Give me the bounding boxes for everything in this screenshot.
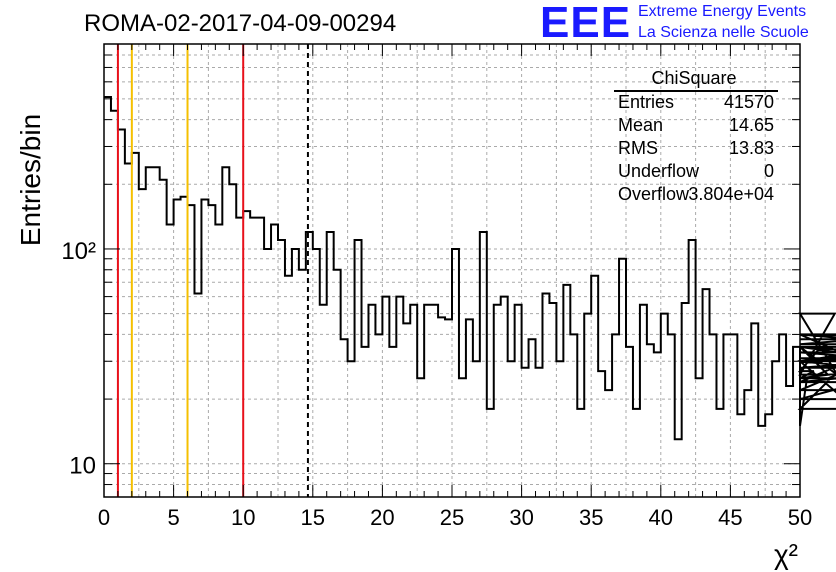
x-tick-label: 40	[649, 505, 673, 530]
stats-title: ChiSquare	[651, 68, 737, 88]
stats-row-entries: Entries 41570	[618, 92, 774, 114]
tick-labels: 0 5 10 15 20 25 30 35 40 45 50 10 10²	[61, 238, 812, 530]
stat-label: Underflow	[618, 161, 700, 181]
stat-value: 14.65	[728, 115, 774, 135]
stat-label: RMS	[618, 138, 658, 158]
y-tick-label: 10	[69, 453, 96, 480]
x-tick-label: 5	[167, 505, 179, 530]
x-tick-label: 20	[370, 505, 394, 530]
stat-value: 41570	[723, 92, 774, 112]
stats-row-overflow: Overflow 3.804e+04	[618, 184, 774, 206]
stat-label: Overflow	[618, 184, 690, 204]
stat-value: 3.804e+04	[688, 184, 774, 204]
eee-logo: EEE	[540, 0, 632, 47]
x-tick-label: 35	[579, 505, 603, 530]
y-axis-label: Entries/bin	[15, 114, 46, 246]
stats-row-mean: Mean 14.65	[618, 115, 774, 137]
histogram-line	[104, 95, 836, 441]
stat-value: 13.83	[728, 138, 774, 158]
chart-title: ROMA-02-2017-04-09-00294	[84, 10, 397, 37]
x-tick-label: 25	[440, 505, 464, 530]
x-tick-label: 0	[98, 505, 110, 530]
stats-row-underflow: Underflow 0	[618, 161, 774, 183]
stat-value: 0	[763, 161, 774, 181]
stats-box: ChiSquare Entries 41570 Mean 14.65 RMS 1…	[614, 68, 782, 208]
stat-label: Entries	[618, 92, 675, 112]
reference-lines	[116, 44, 309, 497]
x-tick-label: 10	[231, 505, 255, 530]
stat-label: Mean	[618, 115, 664, 135]
x-axis-label: χ²	[774, 539, 798, 570]
stats-row-rms: RMS 13.83	[618, 138, 774, 160]
histogram-series	[104, 95, 836, 441]
org-name-line2: La Scienza nelle Scuole	[638, 24, 809, 41]
x-tick-label: 15	[301, 505, 325, 530]
x-tick-label: 50	[788, 505, 812, 530]
stats-divider	[614, 90, 778, 92]
axis-ticks	[103, 43, 801, 498]
org-name-line1: Extreme Energy Events	[638, 3, 807, 20]
x-tick-label: 30	[509, 505, 533, 530]
x-tick-label: 45	[718, 505, 742, 530]
y-tick-label: 10²	[61, 238, 96, 265]
